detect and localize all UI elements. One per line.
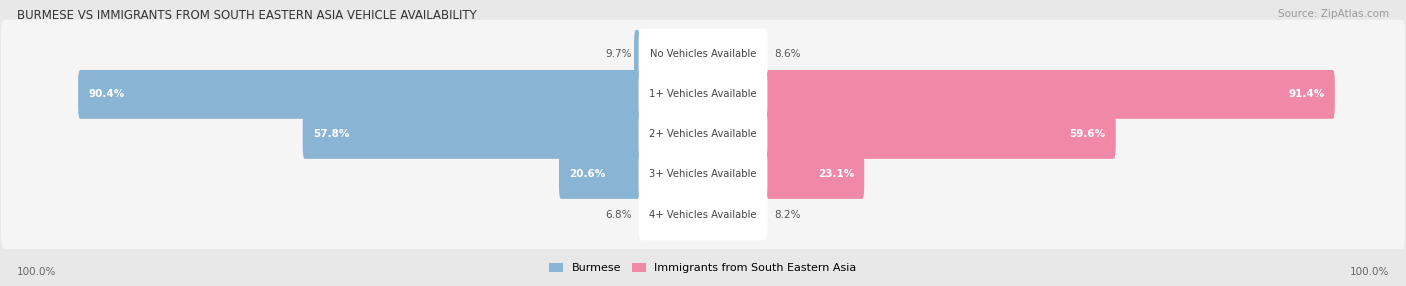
Text: 91.4%: 91.4% bbox=[1288, 90, 1324, 99]
Text: 6.8%: 6.8% bbox=[606, 210, 633, 219]
Text: Source: ZipAtlas.com: Source: ZipAtlas.com bbox=[1278, 9, 1389, 19]
FancyBboxPatch shape bbox=[1, 140, 1405, 209]
FancyBboxPatch shape bbox=[1, 180, 1405, 249]
FancyBboxPatch shape bbox=[638, 29, 768, 80]
Text: 100.0%: 100.0% bbox=[17, 267, 56, 277]
FancyBboxPatch shape bbox=[638, 69, 768, 120]
FancyBboxPatch shape bbox=[638, 189, 768, 240]
Text: 8.6%: 8.6% bbox=[773, 49, 800, 59]
Text: 8.2%: 8.2% bbox=[773, 210, 800, 219]
Text: 57.8%: 57.8% bbox=[314, 130, 350, 139]
Text: 4+ Vehicles Available: 4+ Vehicles Available bbox=[650, 210, 756, 219]
Text: 59.6%: 59.6% bbox=[1069, 130, 1105, 139]
Text: 90.4%: 90.4% bbox=[89, 90, 125, 99]
FancyBboxPatch shape bbox=[302, 110, 640, 159]
Text: BURMESE VS IMMIGRANTS FROM SOUTH EASTERN ASIA VEHICLE AVAILABILITY: BURMESE VS IMMIGRANTS FROM SOUTH EASTERN… bbox=[17, 9, 477, 21]
FancyBboxPatch shape bbox=[1, 100, 1405, 169]
Text: 9.7%: 9.7% bbox=[606, 49, 633, 59]
Legend: Burmese, Immigrants from South Eastern Asia: Burmese, Immigrants from South Eastern A… bbox=[550, 263, 856, 273]
FancyBboxPatch shape bbox=[560, 150, 640, 199]
Text: 3+ Vehicles Available: 3+ Vehicles Available bbox=[650, 170, 756, 179]
Text: 23.1%: 23.1% bbox=[818, 170, 853, 179]
FancyBboxPatch shape bbox=[766, 110, 1116, 159]
FancyBboxPatch shape bbox=[766, 70, 1334, 119]
FancyBboxPatch shape bbox=[638, 109, 768, 160]
FancyBboxPatch shape bbox=[638, 149, 768, 200]
FancyBboxPatch shape bbox=[1, 60, 1405, 129]
Text: 2+ Vehicles Available: 2+ Vehicles Available bbox=[650, 130, 756, 139]
Text: 100.0%: 100.0% bbox=[1350, 267, 1389, 277]
FancyBboxPatch shape bbox=[1, 20, 1405, 89]
Text: 20.6%: 20.6% bbox=[569, 170, 606, 179]
Text: 1+ Vehicles Available: 1+ Vehicles Available bbox=[650, 90, 756, 99]
FancyBboxPatch shape bbox=[766, 150, 865, 199]
FancyBboxPatch shape bbox=[634, 30, 640, 79]
FancyBboxPatch shape bbox=[79, 70, 640, 119]
Text: No Vehicles Available: No Vehicles Available bbox=[650, 49, 756, 59]
